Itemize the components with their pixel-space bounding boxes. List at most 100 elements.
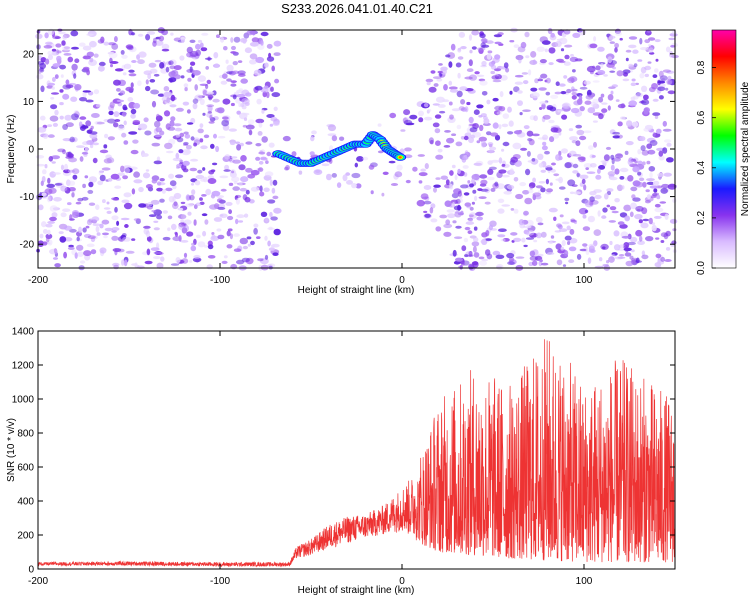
spectrogram-cell	[138, 203, 147, 208]
spectrogram-cell	[230, 83, 237, 87]
spectrogram-cell	[223, 169, 231, 172]
y-tick-label: -10	[20, 192, 35, 203]
spectrogram-cell	[579, 135, 587, 141]
spectrogram-cell	[201, 32, 209, 36]
spectrogram-cell	[459, 86, 468, 91]
spectrogram-cell	[521, 237, 526, 243]
spectrogram-cell	[545, 91, 551, 96]
spectrogram-cell	[45, 223, 53, 228]
spectrogram-cell	[146, 248, 151, 256]
spectrogram-cell	[570, 218, 576, 222]
spectrogram-cell	[161, 29, 169, 36]
spectrogram-cell	[190, 245, 197, 252]
spectrogram-cell	[260, 31, 269, 37]
spectrogram-cell	[184, 86, 188, 92]
spectrogram-cell	[648, 217, 653, 225]
spectrogram-cell	[478, 196, 487, 200]
spectrogram-cell	[454, 174, 458, 181]
spectrogram-cell	[531, 158, 536, 162]
spectrogram-cell	[595, 65, 601, 71]
spectrogram-cell	[81, 151, 89, 155]
spectrogram-cell	[49, 248, 58, 255]
spectrogram-cell	[576, 129, 585, 136]
spectrogram-cell	[153, 256, 161, 260]
spectrogram-cell	[662, 120, 667, 127]
spectrogram-cell	[558, 83, 566, 87]
spectrogram-cell	[268, 226, 273, 231]
spectrogram-cell	[538, 181, 546, 184]
spectrogram-cell	[161, 43, 170, 50]
spectrogram-cell	[523, 244, 528, 248]
spectrogram-cell	[272, 179, 278, 186]
spectrogram-cell	[501, 123, 509, 128]
spectrogram-cell	[562, 264, 567, 267]
spectrogram-cell	[173, 65, 182, 71]
spectrogram-cell	[268, 142, 275, 148]
spectrogram-cell	[437, 148, 443, 153]
spectrogram-cell	[567, 179, 576, 187]
spectrogram-cell	[476, 74, 485, 78]
spectrogram-cell	[119, 90, 126, 95]
spectrogram-cell	[45, 41, 53, 45]
spectrogram-cell	[117, 172, 125, 176]
spectrogram-cell	[87, 189, 94, 194]
spectrogram-cell	[313, 169, 323, 176]
spectrogram-cell	[481, 258, 489, 262]
spectrogram-cell	[497, 234, 506, 238]
spectrogram-cell	[623, 245, 629, 250]
spectrogram-cell	[559, 214, 564, 218]
spectrogram-cell	[583, 130, 592, 134]
spectrogram-cell	[175, 174, 184, 179]
spectrogram-cell	[238, 182, 243, 187]
spectrogram-cell	[99, 223, 104, 229]
spectrogram-cell	[388, 160, 396, 164]
spectrogram-cell	[96, 232, 101, 236]
spectrogram-cell	[54, 74, 59, 79]
spectrogram-cell	[546, 104, 554, 111]
spectrogram-cell	[649, 185, 659, 189]
spectrogram-cell	[652, 112, 661, 116]
spectrogram-cell	[646, 194, 651, 200]
spectrogram-cell	[455, 257, 463, 262]
spectrogram-cell	[101, 167, 111, 171]
spectrogram-cell	[39, 233, 44, 239]
spectrogram-cell	[47, 229, 51, 236]
spectrogram-cell	[173, 123, 182, 127]
spectrogram-cell	[647, 44, 652, 47]
spectrogram-cell	[183, 219, 192, 225]
spectrogram-cell	[630, 96, 636, 101]
spectrogram-cell	[634, 213, 643, 220]
spectrogram-cell	[345, 172, 351, 176]
spectrogram-cell	[168, 61, 172, 65]
spectrogram-cell	[114, 206, 118, 213]
spectrogram-cell	[237, 60, 243, 63]
spectrogram-cell	[253, 69, 262, 76]
spectrogram-cell	[494, 54, 501, 60]
spectrogram-cell	[131, 238, 136, 241]
x-tick-label: 100	[576, 275, 593, 286]
spectrogram-cell	[546, 252, 555, 255]
spectrogram-cell	[331, 135, 338, 142]
spectrogram-cell	[238, 102, 242, 108]
spectrogram-cell	[271, 187, 276, 194]
spectrogram-cell	[76, 145, 85, 149]
spectrogram-cell	[170, 116, 176, 122]
spectrogram-cell	[175, 134, 180, 138]
spectrogram-cell	[342, 174, 348, 182]
spectrogram-cell	[609, 70, 616, 73]
spectrogram-cell	[555, 243, 562, 250]
spectrogram-cell	[572, 32, 581, 39]
spectrogram-cell	[235, 98, 241, 104]
spectrogram-cell	[62, 149, 66, 155]
spectrogram-cell	[486, 131, 492, 136]
spectrogram-cell	[637, 240, 645, 245]
spectrogram-cell	[67, 180, 76, 186]
spectrogram-cell	[212, 162, 218, 166]
spectrogram-cell	[207, 111, 212, 114]
spectrogram-cell	[89, 133, 98, 139]
spectrogram-cell	[501, 148, 505, 152]
y-tick-label: 20	[23, 49, 35, 60]
spectrogram-cell	[433, 83, 439, 87]
spectrogram-cell	[128, 69, 135, 73]
spectrogram-cell	[532, 177, 536, 183]
